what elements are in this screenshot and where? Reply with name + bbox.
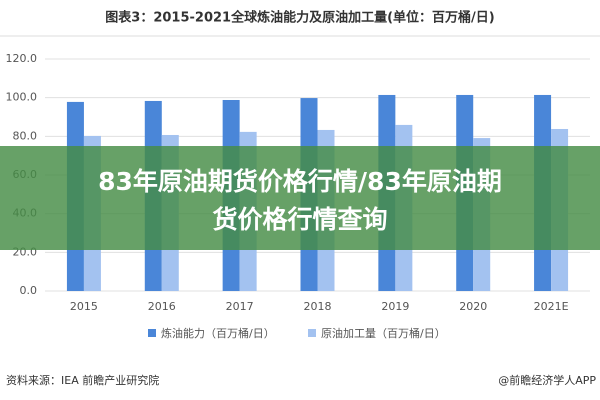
y-tick-label: 120.0 (6, 52, 38, 65)
y-tick-label: 80.0 (13, 129, 38, 142)
x-tick-label: 2016 (148, 300, 176, 313)
credit: @前瞻经济学人APP (498, 373, 596, 387)
overlay-text: 83年原油期货价格行情/83年原油期 (98, 167, 502, 196)
x-tick-label: 2015 (70, 300, 98, 313)
legend-swatch (308, 329, 316, 337)
legend-label: 原油加工量（百万桶/日） (321, 326, 446, 340)
x-tick-label: 2018 (304, 300, 332, 313)
source: 资料来源：IEA 前瞻产业研究院 (6, 373, 159, 387)
overlay-text: 货价格行情查询 (212, 205, 387, 234)
legend-swatch (148, 329, 156, 337)
x-tick-label: 2020 (459, 300, 487, 313)
y-tick-label: 100.0 (6, 91, 38, 104)
x-tick-label: 2021E (534, 300, 569, 313)
overlay-banner (0, 146, 600, 250)
y-tick-label: 0.0 (20, 284, 38, 297)
legend-label: 炼油能力（百万桶/日） (161, 326, 275, 340)
chart-title: 图表3：2015-2021全球炼油能力及原油加工量(单位：百万桶/日) (105, 10, 494, 26)
x-tick-label: 2019 (381, 300, 409, 313)
x-tick-label: 2017 (226, 300, 254, 313)
